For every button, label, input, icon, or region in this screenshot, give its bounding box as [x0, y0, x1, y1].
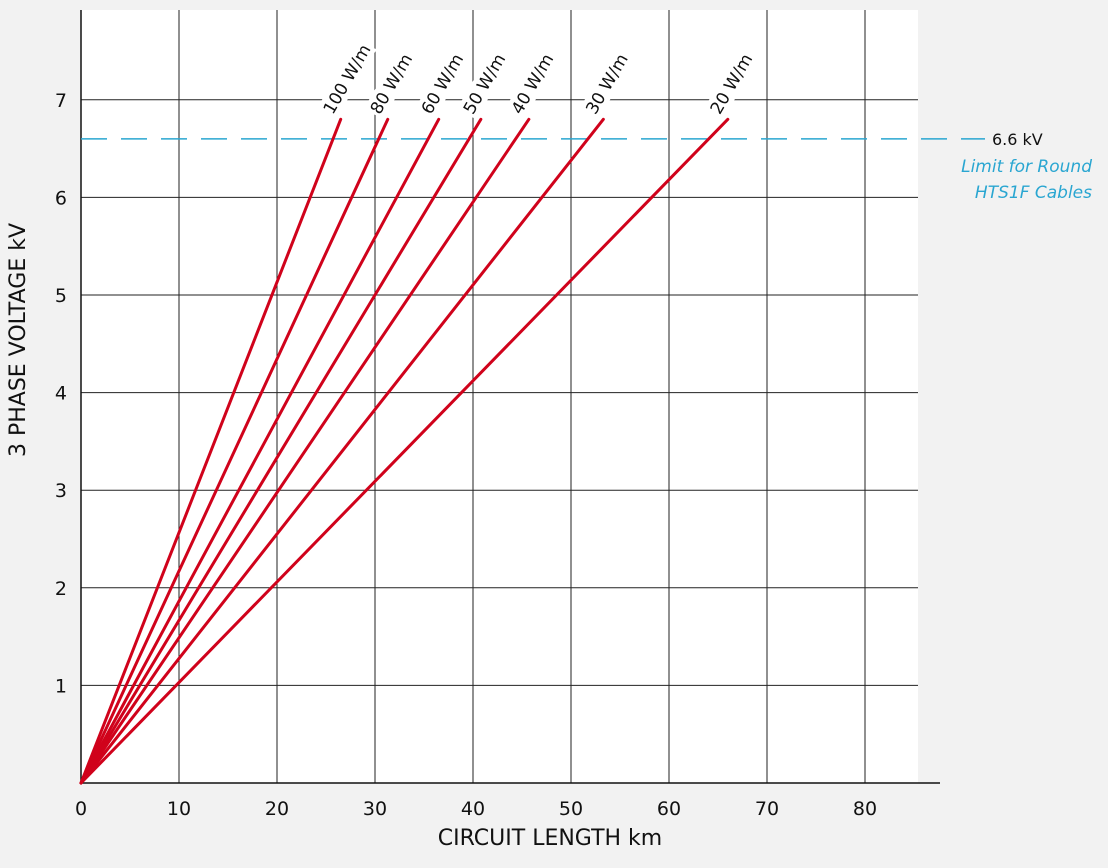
- series-line: [79, 117, 483, 785]
- series-line: [79, 117, 390, 785]
- x-tick-label: 0: [75, 798, 87, 820]
- x-tick-label: 60: [657, 798, 681, 820]
- y-tick-label: 5: [55, 285, 67, 307]
- y-tick-label: 6: [55, 187, 67, 209]
- y-tick-label: 4: [55, 383, 67, 405]
- x-tick-label: 30: [363, 798, 387, 820]
- x-tick-label: 70: [755, 798, 779, 820]
- series-label-bg: [457, 47, 512, 120]
- y-axis-title: 3 PHASE VOLTAGE kV: [6, 223, 31, 457]
- x-tick-label: 20: [265, 798, 289, 820]
- y-tick-label: 1: [55, 675, 67, 697]
- limit-note-line: HTS1F Cables: [975, 183, 1092, 203]
- series-label-bg: [364, 47, 419, 120]
- y-tick-label: 2: [55, 578, 67, 600]
- series-line: [79, 117, 730, 785]
- x-tick-label: 80: [853, 798, 877, 820]
- series-label-bg: [704, 47, 759, 120]
- series-label-bg: [414, 47, 470, 120]
- x-axis-title: CIRCUIT LENGTH km: [438, 826, 662, 851]
- series-line: [79, 117, 531, 785]
- limit-value-label: 6.6 kV: [992, 130, 1043, 149]
- y-tick-label: 3: [55, 480, 67, 502]
- series-label-bg: [316, 38, 377, 120]
- series-label-bg: [505, 47, 560, 120]
- x-tick-label: 40: [461, 798, 485, 820]
- series-label-bg: [579, 47, 634, 120]
- x-tick-label: 50: [559, 798, 583, 820]
- series-line: [79, 117, 441, 785]
- plot-area: [81, 10, 918, 783]
- x-tick-label: 10: [167, 798, 191, 820]
- y-tick-label: 7: [55, 90, 67, 112]
- series-line: [79, 117, 343, 785]
- limit-note-line: Limit for Round: [961, 157, 1092, 177]
- series-line: [79, 117, 605, 785]
